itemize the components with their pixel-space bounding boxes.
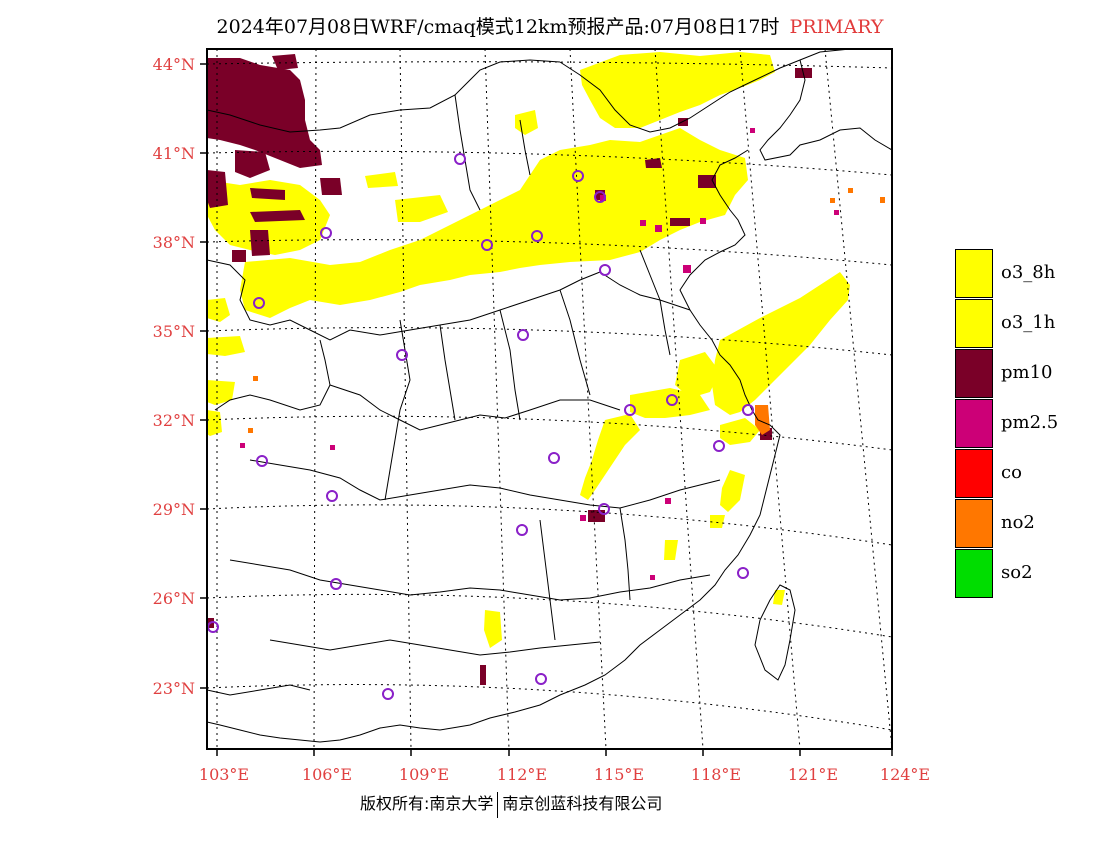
no2-spots — [248, 188, 885, 435]
lat-label-29: 29°N — [153, 500, 195, 519]
legend-item-so2: so2 — [955, 549, 1095, 599]
lat-label-23: 23°N — [153, 679, 195, 698]
legend-swatch — [955, 549, 993, 598]
lat-label-41: 41°N — [153, 144, 195, 163]
legend-swatch — [955, 299, 993, 348]
lon-label-103: 103°E — [199, 765, 249, 784]
lat-labels: 44°N 41°N 38°N 35°N 32°N 29°N 26°N 23°N — [153, 55, 195, 698]
boundaries — [207, 49, 892, 743]
legend-item-o3-1h: o3_1h — [955, 299, 1095, 349]
ozone-regions — [207, 52, 850, 648]
legend-label: no2 — [1001, 512, 1035, 533]
legend-label: so2 — [1001, 562, 1033, 583]
pm25-spots — [240, 128, 839, 580]
pm10-regions — [207, 54, 812, 685]
legend-swatch — [955, 349, 993, 398]
map-title: 2024年07月08日WRF/cmaq模式12km预报产品:07月08日17时 P… — [0, 12, 1100, 39]
legend-label: pm10 — [1001, 362, 1053, 383]
legend-item-pm10: pm10 — [955, 349, 1095, 399]
legend-item-pm25: pm2.5 — [955, 399, 1095, 449]
copyright-footer: 版权所有:南京大学 南京创蓝科技有限公司 — [360, 790, 662, 818]
station-markers — [207, 153, 754, 700]
copyright-divider — [497, 791, 499, 818]
legend-label: o3_8h — [1001, 262, 1056, 283]
legend-item-co: co — [955, 449, 1095, 499]
legend-swatch — [955, 399, 993, 448]
lon-label-124: 124°E — [880, 765, 930, 784]
graticule — [207, 49, 892, 749]
lon-label-106: 106°E — [302, 765, 352, 784]
lat-label-26: 26°N — [153, 589, 195, 608]
map-content — [207, 49, 892, 749]
ticks — [200, 63, 893, 756]
legend-swatch — [955, 499, 993, 548]
legend-item-o3-8h: o3_8h — [955, 249, 1095, 299]
lat-label-44: 44°N — [153, 55, 195, 74]
legend-swatch — [955, 249, 993, 298]
copyright-company: 南京创蓝科技有限公司 — [502, 794, 663, 813]
map-frame — [206, 48, 893, 750]
legend-swatch — [955, 449, 993, 498]
title-text: 2024年07月08日WRF/cmaq模式12km预报产品:07月08日17时 — [216, 16, 780, 38]
legend-label: pm2.5 — [1001, 412, 1059, 433]
title-primary-tag: PRIMARY — [789, 16, 884, 38]
pollutant-legend: o3_8h o3_1h pm10 pm2.5 co no2 so2 — [955, 249, 1095, 599]
legend-item-no2: no2 — [955, 499, 1095, 549]
lat-label-35: 35°N — [153, 322, 195, 341]
copyright-owner: 版权所有:南京大学 — [360, 794, 494, 813]
lon-labels: 103°E 106°E 109°E 112°E 115°E 118°E 121°… — [199, 765, 930, 784]
lon-label-115: 115°E — [594, 765, 644, 784]
lat-label-38: 38°N — [153, 233, 195, 252]
lon-label-121: 121°E — [788, 765, 838, 784]
lon-label-109: 109°E — [399, 765, 449, 784]
legend-label: o3_1h — [1001, 312, 1056, 333]
lat-label-32: 32°N — [153, 411, 195, 430]
lon-label-118: 118°E — [691, 765, 741, 784]
legend-label: co — [1001, 462, 1022, 483]
lon-label-112: 112°E — [497, 765, 547, 784]
